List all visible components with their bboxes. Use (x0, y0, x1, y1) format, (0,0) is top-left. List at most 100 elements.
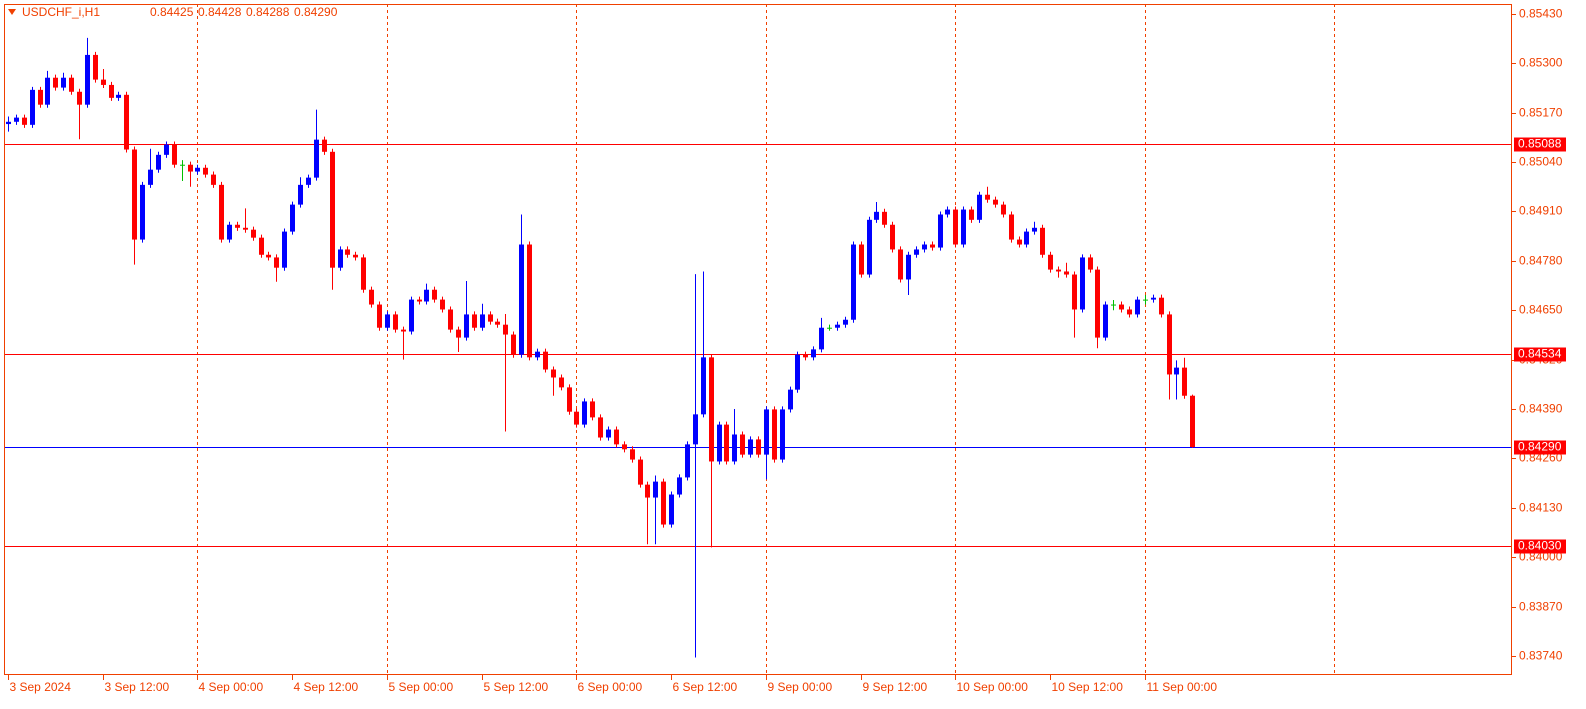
candle-body (393, 314, 398, 330)
candle-body (464, 314, 469, 338)
x-tick-label: 10 Sep 12:00 (1052, 680, 1124, 694)
candle-body (606, 429, 611, 438)
candle-body (551, 369, 556, 378)
candle-body (251, 229, 256, 238)
candle-body (53, 77, 58, 88)
candle-body (480, 314, 485, 328)
candle-body (677, 477, 682, 495)
candle-body (85, 54, 90, 105)
candle-body (30, 89, 35, 125)
candle-body (535, 351, 540, 358)
candle-body (1048, 254, 1053, 270)
candle-body (638, 459, 643, 485)
candle-body (685, 444, 690, 478)
candle-body (164, 144, 169, 155)
candle-body (661, 481, 666, 525)
price-label: 0.84290 (1518, 440, 1562, 454)
candle-body (188, 164, 193, 172)
candle-body (1111, 304, 1116, 306)
candle-body (567, 387, 572, 412)
axis-layer: 0.85430 0.85300 0.85170 0.85040 0.84910 0.847… (8, 7, 1566, 694)
candle-body (764, 409, 769, 455)
header-value: 0.84288 (246, 5, 290, 19)
price-label: 0.84534 (1518, 347, 1562, 361)
candle-body (732, 434, 737, 462)
candle-body (653, 481, 658, 498)
candle-body (227, 224, 232, 240)
candle-body (669, 494, 674, 525)
candle-body (495, 321, 500, 325)
candle-body (1001, 204, 1006, 215)
x-tick-label: 11 Sep 00:00 (1147, 680, 1218, 694)
candle-body (938, 214, 943, 248)
candle-body (259, 237, 264, 255)
candle-body (598, 417, 603, 438)
candle-body (740, 434, 745, 455)
x-tick-label: 5 Sep 12:00 (484, 680, 549, 694)
candle-body (622, 444, 627, 450)
candles-layer (6, 37, 1195, 658)
x-tick-label: 6 Sep 12:00 (673, 680, 738, 694)
candle-body (961, 209, 966, 245)
candle-body (124, 94, 129, 150)
candle-body (1159, 297, 1164, 315)
candle-body (298, 184, 303, 205)
candle-body (985, 194, 990, 200)
x-tick-label: 9 Sep 00:00 (768, 680, 833, 694)
candle-body (409, 299, 414, 332)
candle-body (1182, 367, 1187, 396)
candle-body (69, 77, 74, 92)
candle-body (417, 299, 422, 302)
x-tick-label: 6 Sep 00:00 (578, 680, 643, 694)
candle-body (906, 254, 911, 280)
header-value: 0.84290 (294, 5, 338, 19)
candle-body (290, 204, 295, 232)
candle-body (101, 79, 106, 85)
candle-body (338, 249, 343, 268)
y-tick-label: 0.85300 (1519, 56, 1563, 70)
candle-body (424, 289, 429, 302)
candle-body (1088, 257, 1093, 270)
candle-body (203, 167, 208, 175)
candle-body (61, 77, 66, 88)
candle-body (448, 309, 453, 330)
chart-title: USDCHF_i,H1 (22, 5, 100, 19)
candle-body (559, 377, 564, 388)
x-tick-label: 4 Sep 00:00 (199, 680, 264, 694)
candle-body (1040, 227, 1045, 255)
candle-body (274, 257, 279, 268)
y-tick-label: 0.83870 (1519, 600, 1563, 614)
candle-body (511, 334, 516, 355)
y-tick-label: 0.85170 (1519, 106, 1563, 120)
candle-body (109, 84, 114, 98)
grid-layer (197, 4, 1335, 675)
candle-body (914, 249, 919, 255)
candle-body (1103, 304, 1108, 338)
x-tick-label: 10 Sep 00:00 (957, 680, 1029, 694)
candle-body (369, 289, 374, 305)
candle-body (1056, 269, 1061, 272)
candle-body (1095, 269, 1100, 338)
price-label-box (1514, 539, 1566, 554)
candle-body (898, 249, 903, 280)
y-tick-label: 0.84650 (1519, 303, 1563, 317)
candle-body (377, 304, 382, 328)
header-values: 0.84425 0.84428 0.84288 0.84290 (150, 5, 338, 19)
candle-body (432, 289, 437, 300)
candle-body (780, 409, 785, 460)
candle-body (14, 117, 19, 122)
candle-body (77, 91, 82, 105)
candle-body (503, 324, 508, 335)
candle-body (456, 329, 461, 338)
candle-body (172, 144, 177, 165)
candle-body (819, 327, 824, 350)
candle-body (488, 314, 493, 322)
candle-body (1032, 227, 1037, 232)
candle-body (874, 211, 879, 220)
candle-body (1143, 299, 1148, 301)
x-tick-label: 5 Sep 00:00 (389, 680, 454, 694)
price-label: 0.84030 (1518, 539, 1562, 553)
candle-body (1135, 299, 1140, 315)
